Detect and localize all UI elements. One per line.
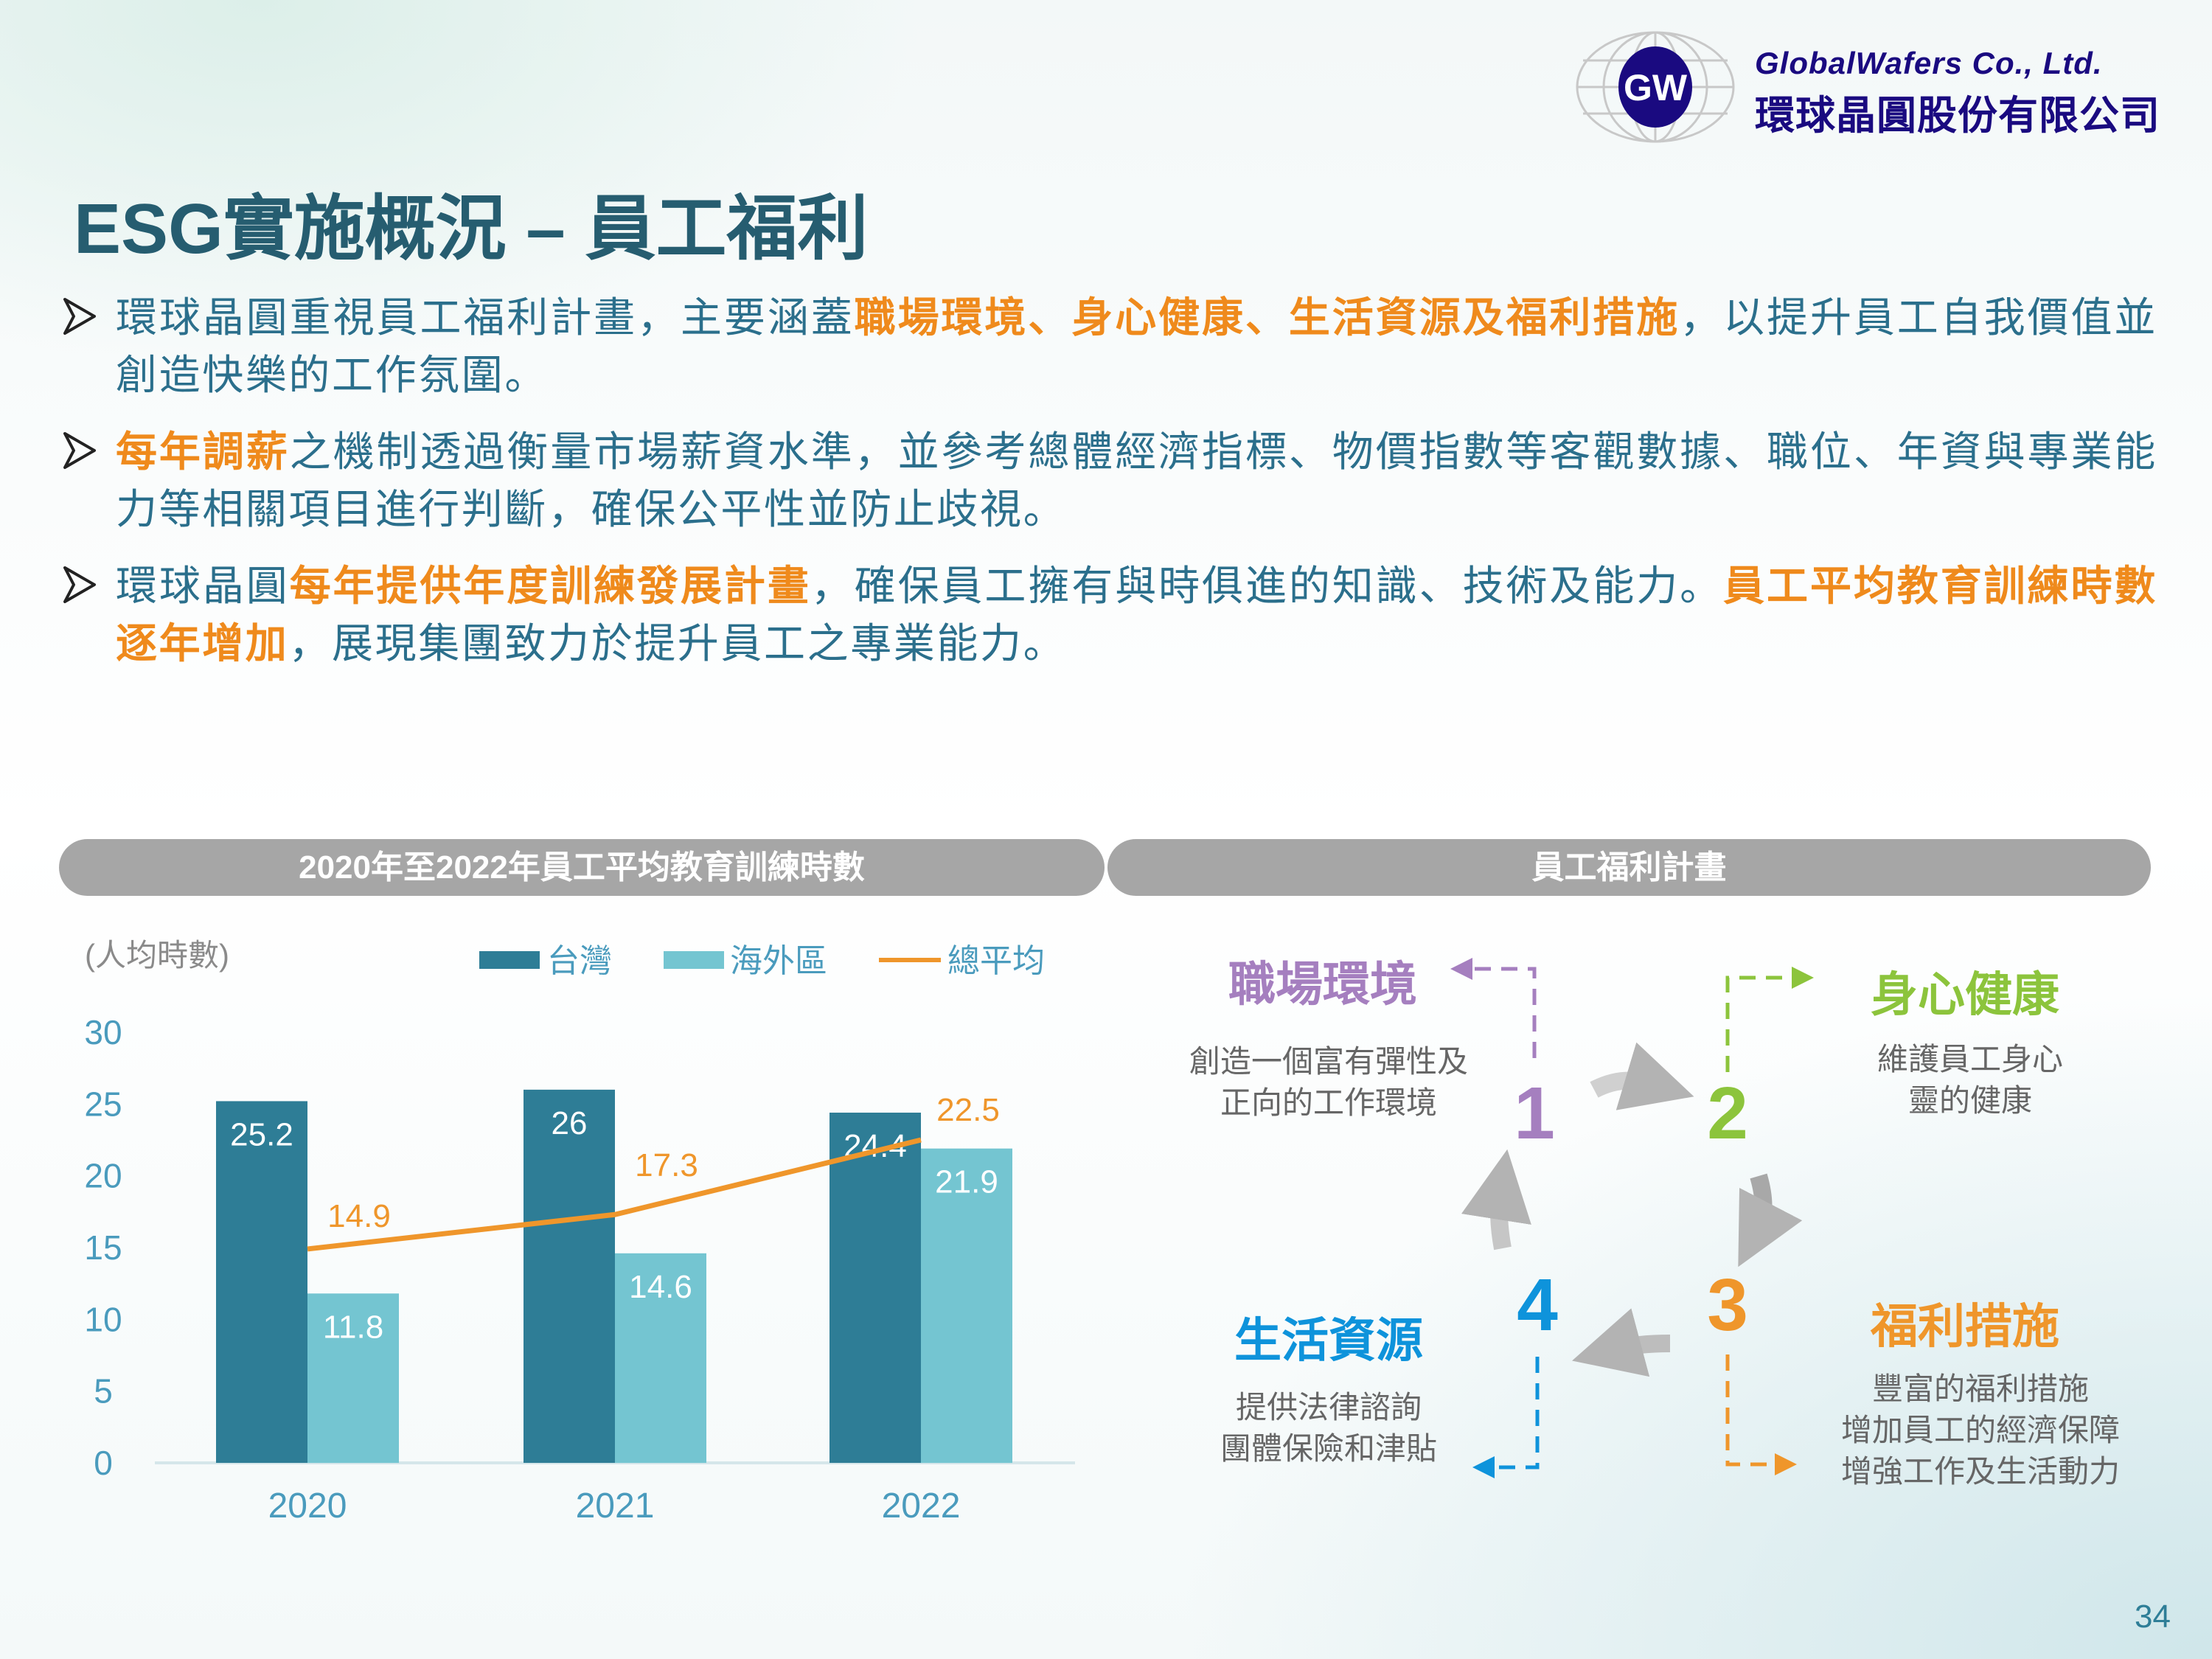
welfare-title-workplace: 職場環境	[1228, 958, 1417, 1011]
desc-line: 創造一個富有彈性及	[1189, 1044, 1469, 1079]
welfare-desc-workplace: 創造一個富有彈性及 正向的工作環境	[1189, 1041, 1468, 1124]
arrow-bullet-icon	[63, 298, 96, 335]
desc-line: 提供法律諮詢	[1235, 1390, 1422, 1425]
desc-line: 團體保險和津貼	[1220, 1431, 1438, 1466]
line-average	[307, 1137, 922, 1252]
bullet-text: 環球晶圓重視員工福利計畫，主要涵蓋	[116, 294, 855, 341]
welfare-number-4: 4	[1517, 1264, 1558, 1346]
bar-taiwan-2022	[830, 1113, 921, 1463]
y-tick-label: 20	[84, 1157, 122, 1195]
bullet-item: 環球晶圓每年提供年度訓練發展計畫，確保員工擁有與時俱進的知識、技術及能力。員工平…	[63, 557, 2157, 672]
bar-overseas-2022	[921, 1148, 1012, 1463]
data-label-overseas: 21.9	[935, 1164, 998, 1200]
cycle-arrow-2-to-3	[1738, 1173, 1803, 1267]
bullet-text: ，展現集團致力於提升員工之專業能力。	[288, 620, 1067, 667]
welfare-desc-benefits: 豐富的福利措施 增加員工的經濟保障 增強工作及生活動力	[1841, 1368, 2120, 1492]
desc-line: 增強工作及生活動力	[1840, 1454, 2121, 1489]
data-label-average: 22.5	[936, 1092, 1000, 1128]
welfare-title-resources: 生活資源	[1234, 1314, 1423, 1367]
welfare-number-1: 1	[1514, 1072, 1555, 1155]
bar-overseas-2020	[307, 1293, 399, 1463]
bullet-text: 環球晶圓	[116, 563, 290, 609]
y-axis-label: (人均時數)	[85, 938, 229, 973]
bar-taiwan-2021	[524, 1089, 615, 1463]
welfare-number-2: 2	[1707, 1072, 1748, 1155]
bullet-text: 之機制透過衡量市場薪資水準，並參考總體經濟指標、物價指數等客觀數據、職位、年資與…	[116, 428, 2157, 532]
company-name-zh: 環球晶圓股份有限公司	[1755, 94, 2160, 138]
welfare-desc-health: 維護員工身心 靈的健康	[1877, 1039, 2063, 1121]
bullet-text: ，以提升員工自我價值並創造快樂的工作氛圍。	[116, 294, 2158, 398]
welfare-number-3: 3	[1707, 1264, 1748, 1346]
page-title: ESG實施概況 – 員工福利	[74, 189, 869, 268]
y-tick-label: 10	[84, 1300, 122, 1338]
legend-label-overseas: 海外區	[730, 943, 827, 979]
data-label-overseas: 11.8	[323, 1309, 383, 1345]
arrow-bullet-icon	[63, 432, 96, 469]
legend-label-taiwan: 台灣	[547, 943, 612, 979]
welfare-desc-resources: 提供法律諮詢 團體保險和津貼	[1220, 1387, 1437, 1470]
bullet-highlight: 每年提供年度訓練發展計畫	[289, 563, 811, 609]
welfare-title-health: 身心健康	[1871, 968, 2059, 1021]
legend-label-average: 總平均	[947, 943, 1045, 979]
arrow-bullet-icon	[63, 566, 96, 603]
dashed-connector-3	[1725, 1354, 1797, 1475]
cycle-arrow-3-to-4	[1572, 1308, 1671, 1377]
dashed-connector-1	[1450, 958, 1537, 1058]
bullet-text: ，確保員工擁有與時俱進的知識、技術及能力。	[810, 563, 1724, 609]
x-tick-label: 2022	[882, 1486, 961, 1526]
desc-line: 正向的工作環境	[1220, 1085, 1438, 1120]
desc-line: 豐富的福利措施	[1871, 1371, 2090, 1406]
page-number: 34	[2135, 1599, 2171, 1635]
y-tick-label: 5	[94, 1372, 113, 1411]
desc-line: 增加員工的經濟保障	[1840, 1413, 2121, 1447]
data-label-average: 17.3	[635, 1147, 698, 1183]
y-tick-label: 30	[84, 1013, 122, 1051]
desc-line: 維護員工身心	[1877, 1042, 2064, 1077]
y-tick-label: 0	[94, 1444, 113, 1482]
data-label-taiwan: 26	[552, 1105, 588, 1141]
bar-overseas-2021	[615, 1253, 706, 1463]
legend-swatch-overseas	[664, 951, 724, 969]
x-tick-label: 2021	[576, 1486, 655, 1526]
x-tick-label: 2020	[268, 1486, 347, 1526]
y-tick-label: 15	[84, 1228, 122, 1267]
bullet-item: 環球晶圓重視員工福利計畫，主要涵蓋職場環境、身心健康、生活資源及福利措施，以提升…	[63, 289, 2157, 404]
desc-line: 靈的健康	[1907, 1083, 2033, 1118]
data-label-average: 14.9	[327, 1198, 391, 1234]
y-tick-label: 25	[84, 1085, 122, 1123]
cycle-arrow-4-to-1	[1461, 1149, 1531, 1251]
legend-swatch-taiwan	[479, 951, 540, 969]
bullet-highlight: 職場環境、身心健康、生活資源及福利措施	[854, 294, 1680, 341]
logo-mark-text: GW	[1624, 67, 1688, 108]
cycle-arrow-1-to-2	[1590, 1042, 1694, 1110]
dashed-connector-2	[1725, 967, 1814, 1072]
bullet-item: 每年調薪之機制透過衡量市場薪資水準，並參考總體經濟指標、物價指數等客觀數據、職位…	[63, 423, 2157, 538]
company-name-en: GlobalWafers Co., Ltd.	[1755, 46, 2103, 80]
dashed-connector-4	[1472, 1357, 1540, 1478]
bullet-highlight: 每年調薪	[116, 428, 290, 475]
bar-taiwan-2020	[216, 1101, 307, 1463]
data-label-overseas: 14.6	[629, 1269, 692, 1305]
company-logo-globe: GW	[1576, 31, 1735, 143]
bullet-highlight: 員工平均教育訓練時數逐年增加	[116, 563, 2158, 667]
welfare-title-benefits: 福利措施	[1871, 1300, 2059, 1353]
welfare-panel-header: 員工福利計畫	[1107, 839, 2151, 896]
data-label-taiwan: 25.2	[230, 1116, 293, 1152]
chart-panel-header: 2020年至2022年員工平均教育訓練時數	[59, 839, 1105, 896]
